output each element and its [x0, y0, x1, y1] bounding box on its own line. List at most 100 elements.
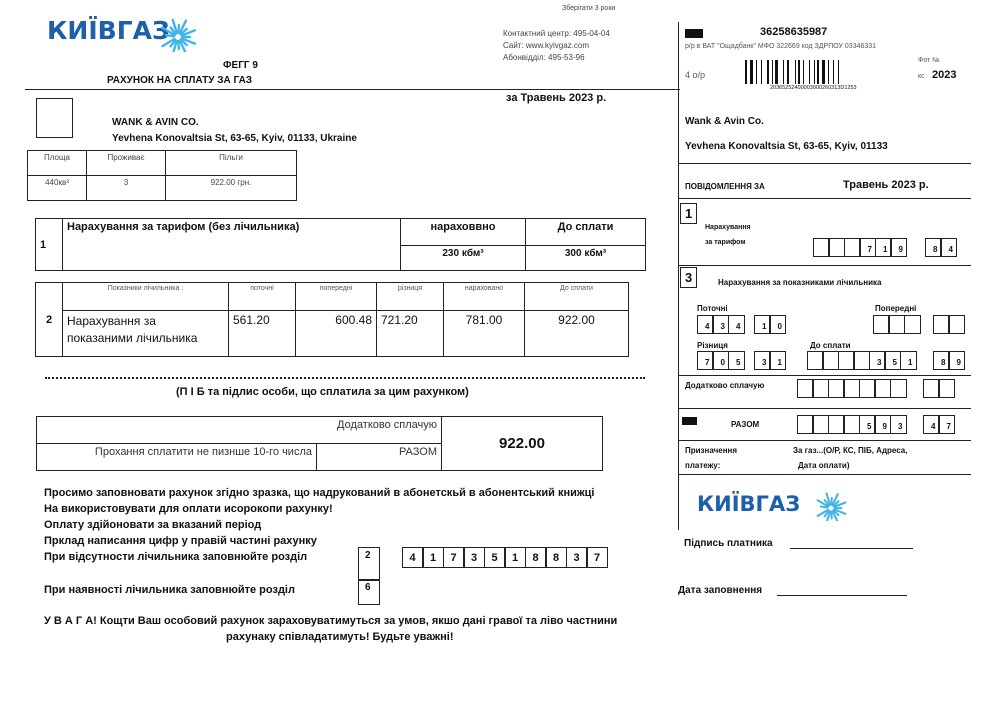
digit-cell[interactable] [837, 351, 855, 370]
digit-cell[interactable] [888, 315, 905, 334]
digit-cell[interactable]: 7 [859, 238, 876, 257]
accrued-header: нараховвно [400, 218, 526, 246]
extra-int-cells[interactable] [796, 379, 907, 398]
digit-cell: 1 [504, 547, 526, 568]
previous-dec-cells[interactable] [932, 315, 965, 334]
billing-period: за Травень 2023 р. [506, 92, 607, 104]
digit-cell[interactable] [858, 379, 876, 398]
digit-cell[interactable]: 7 [696, 351, 714, 370]
section-number: 1 [680, 203, 698, 224]
digit-cell[interactable]: 4 [922, 415, 940, 434]
warning-line: У В А Г А! Кощти Ваш особовий рахунок за… [44, 615, 618, 627]
accrued-value: 230 кбм³ [400, 245, 526, 271]
previous-int-cells[interactable] [872, 315, 921, 334]
digit-cell[interactable]: 4 [727, 315, 745, 334]
digit-cell[interactable]: 1 [753, 315, 771, 334]
digit-cell[interactable] [853, 351, 870, 370]
digit-cell[interactable]: 5 [727, 351, 745, 370]
digit-cell[interactable] [828, 238, 845, 257]
previous-label: Попередні [875, 304, 917, 313]
digit-cell[interactable]: 9 [890, 238, 907, 257]
digit-cell[interactable] [827, 415, 845, 434]
bank-details: р/р в ВАТ "Ощадбанк" МФО 322669 код ЗДРП… [685, 43, 877, 50]
customer-name: WANK & AVIN CO. [112, 117, 199, 128]
digit-cell[interactable]: 1 [769, 351, 786, 370]
col-header: нараховано [443, 282, 525, 311]
digit-cell[interactable]: 8 [932, 351, 950, 370]
digit-cell[interactable]: 0 [712, 351, 729, 370]
digit-cell[interactable] [812, 238, 830, 257]
digit-cell[interactable] [843, 415, 860, 434]
site-link[interactable]: Сайт: www.kyivgaz.com [503, 41, 590, 50]
digit-cell[interactable] [948, 315, 965, 334]
digit-cell[interactable] [922, 379, 940, 398]
tariff-label: Нарахування [705, 224, 751, 231]
digit-cell[interactable]: 3 [868, 351, 886, 370]
digit-cell[interactable] [843, 379, 860, 398]
contact-center: Контактний центр: 495-04-04 [503, 29, 610, 38]
notice-period: Травень 2023 р. [843, 179, 929, 191]
col-header: Показники лічильника : [62, 282, 229, 311]
instruction: При відсутности лічильника заповнюйте ро… [44, 551, 308, 563]
digit-cell[interactable] [796, 415, 814, 434]
digit-cell[interactable] [796, 379, 814, 398]
divider [678, 163, 971, 164]
digit-cell[interactable] [874, 379, 891, 398]
total-label: РАЗОМ [731, 420, 760, 429]
digit-cell[interactable] [932, 315, 950, 334]
extra-dec-cells[interactable] [922, 379, 955, 398]
digit-cell[interactable]: 5 [884, 351, 901, 370]
digit-cell[interactable]: 8 [924, 238, 942, 257]
digit-cell[interactable] [806, 351, 824, 370]
digit-cell[interactable]: 7 [938, 415, 955, 434]
kyivgaz-logo: КИЇВГАЗ [47, 16, 196, 52]
digit-cell[interactable] [812, 379, 829, 398]
payer-signature-field[interactable] [790, 548, 913, 549]
instruction: При наявності лічильника заповнюйте розд… [44, 584, 295, 596]
digit-cell[interactable]: 3 [889, 415, 907, 434]
digit-cell[interactable]: 4 [940, 238, 957, 257]
current-value: 561.20 [228, 310, 296, 357]
digit-cell[interactable]: 9 [874, 415, 891, 434]
digit-cell[interactable]: 1 [899, 351, 917, 370]
digit-cell[interactable]: 1 [874, 238, 892, 257]
digit-cell[interactable] [822, 351, 839, 370]
digit-cell[interactable]: 3 [712, 315, 729, 334]
section-meter: 6 [358, 579, 380, 605]
black-marker [682, 417, 697, 425]
to-pay-value: 300 кбм³ [525, 245, 646, 271]
account-number: 36258635987 [760, 26, 828, 38]
digit-cell[interactable]: 9 [948, 351, 965, 370]
tariff-label: за тарифом [705, 239, 746, 246]
digit-cell[interactable]: 4 [696, 315, 714, 334]
section-number: 3 [680, 267, 698, 288]
digit-cell[interactable]: 5 [858, 415, 876, 434]
signature-line[interactable] [45, 377, 645, 379]
row-label: Нарахування за показаними лічильника [62, 310, 229, 357]
digit-cell[interactable] [903, 315, 921, 334]
keep-note: Зберігати 3 роки [562, 5, 616, 12]
digit-cell[interactable] [812, 415, 829, 434]
digit-cell[interactable] [889, 379, 907, 398]
fill-date-field[interactable] [777, 595, 907, 596]
extra-payment-label: Додатково сплачую [36, 416, 442, 444]
purpose-text: Дата оплати) [798, 461, 850, 470]
col-header: До сплати [524, 282, 629, 311]
digit-cell[interactable]: 0 [769, 315, 786, 334]
digit-cell[interactable] [827, 379, 845, 398]
digit-cell[interactable]: 3 [753, 351, 771, 370]
totals-table: Додатково сплачую 922.00 Прохання сплатит… [36, 416, 603, 471]
digit-cell[interactable] [938, 379, 955, 398]
digit-cell[interactable] [872, 315, 890, 334]
digit-cell[interactable] [843, 238, 861, 257]
